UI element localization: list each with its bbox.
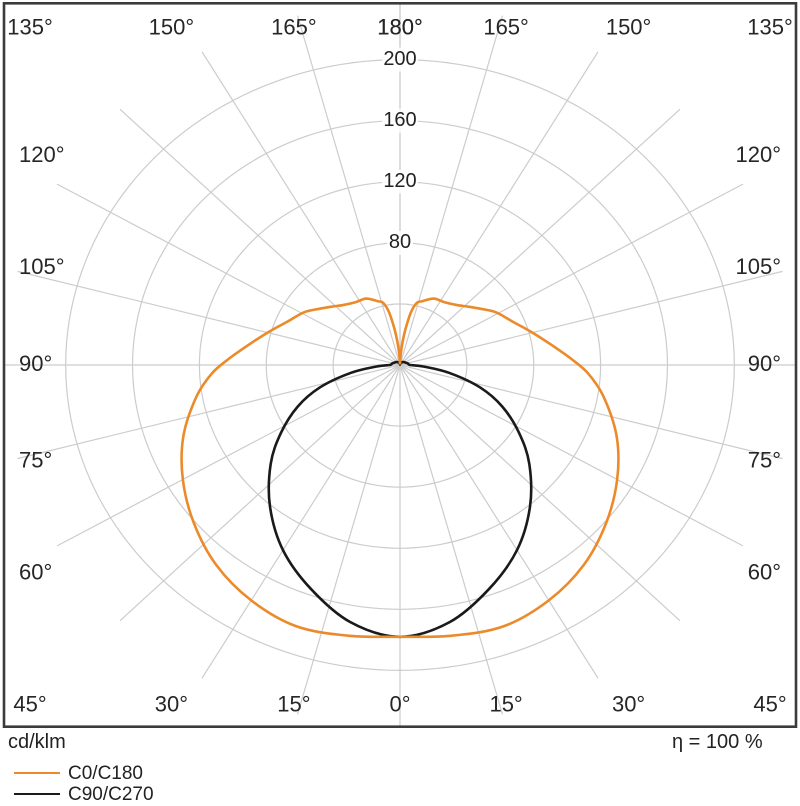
- svg-text:120: 120: [383, 170, 416, 192]
- svg-text:80: 80: [389, 231, 411, 253]
- svg-text:165°: 165°: [271, 14, 317, 39]
- svg-text:150°: 150°: [149, 14, 195, 39]
- svg-text:105°: 105°: [19, 254, 65, 279]
- svg-text:150°: 150°: [606, 14, 652, 39]
- svg-text:60°: 60°: [19, 560, 52, 585]
- svg-text:0°: 0°: [389, 692, 410, 717]
- svg-text:120°: 120°: [19, 142, 65, 167]
- svg-text:90°: 90°: [748, 351, 781, 376]
- svg-text:60°: 60°: [748, 560, 781, 585]
- svg-text:90°: 90°: [19, 351, 52, 376]
- svg-text:120°: 120°: [735, 142, 781, 167]
- svg-text:105°: 105°: [735, 254, 781, 279]
- svg-text:160: 160: [383, 109, 416, 131]
- svg-text:15°: 15°: [277, 692, 310, 717]
- svg-text:75°: 75°: [748, 448, 781, 473]
- svg-text:135°: 135°: [747, 14, 793, 39]
- svg-text:180°: 180°: [377, 14, 423, 39]
- svg-text:135°: 135°: [7, 14, 53, 39]
- svg-text:200: 200: [383, 48, 416, 70]
- svg-text:30°: 30°: [612, 692, 645, 717]
- svg-text:45°: 45°: [753, 692, 786, 717]
- svg-text:30°: 30°: [155, 692, 188, 717]
- svg-text:165°: 165°: [483, 14, 529, 39]
- svg-text:15°: 15°: [489, 692, 522, 717]
- svg-text:75°: 75°: [19, 448, 52, 473]
- svg-text:45°: 45°: [13, 692, 46, 717]
